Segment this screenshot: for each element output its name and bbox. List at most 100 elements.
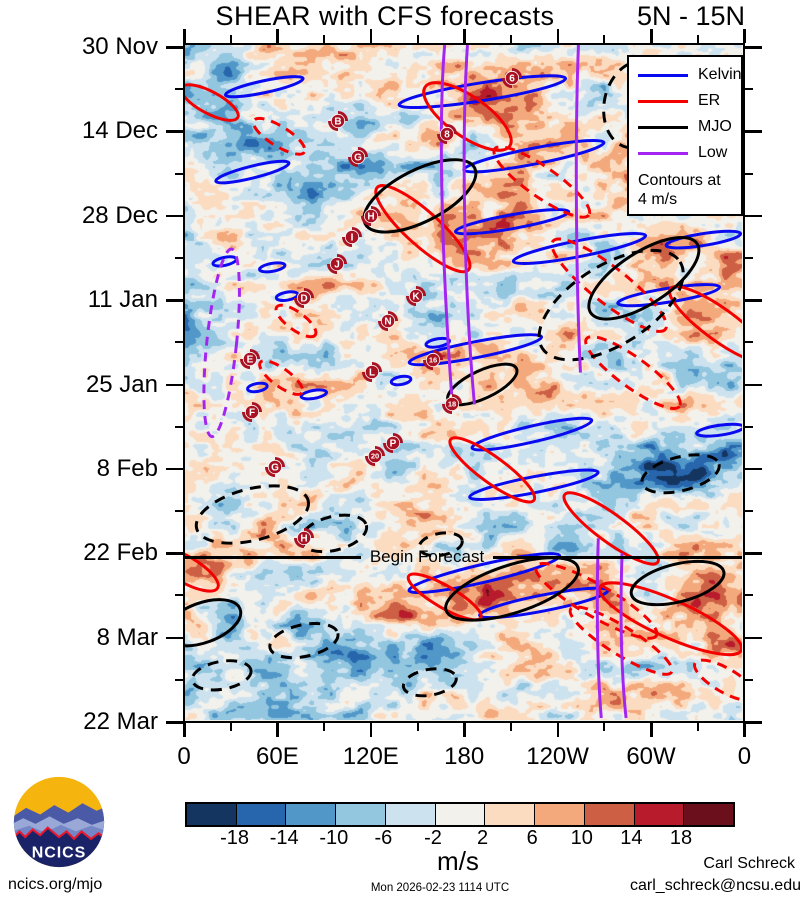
y-major-tick-right <box>745 636 762 640</box>
website-link-text[interactable]: ncics.org/mjo <box>8 876 103 893</box>
x-tick-label: 180 <box>444 743 485 770</box>
tropical-cyclone-icon: H <box>294 528 315 549</box>
er-contour <box>562 491 660 566</box>
storm-marker-B: B <box>327 108 349 134</box>
legend-item-kelvin: Kelvin <box>638 62 742 88</box>
mjo-contour-dashed <box>194 484 311 545</box>
storm-marker-F: F <box>241 399 263 425</box>
storm-marker-I: I <box>341 224 363 250</box>
x-tick-label: 60E <box>256 743 299 770</box>
svg-text:16: 16 <box>429 355 437 364</box>
y-tick-label: 8 Mar <box>96 623 158 651</box>
er-contour-dashed <box>492 145 592 219</box>
tropical-cyclone-icon: 18 <box>442 394 463 415</box>
x-major-tick-bottom <box>556 723 560 737</box>
x-minor-tick-top <box>603 35 606 43</box>
y-major-tick-right <box>745 299 762 302</box>
y-minor-tick-right <box>745 594 753 597</box>
legend-item-mjo: MJO <box>638 114 737 140</box>
mjo-contour <box>185 598 243 648</box>
kelvin-contour <box>470 416 594 452</box>
y-major-tick-right <box>745 467 762 471</box>
colorbar-tick-label: 6 <box>526 827 538 849</box>
svg-text:8: 8 <box>445 130 451 141</box>
y-minor-tick-left <box>175 425 183 428</box>
svg-text:20: 20 <box>371 452 379 461</box>
x-minor-tick-top <box>416 35 419 43</box>
mjo-contour-dashed <box>401 667 458 698</box>
storm-marker-P: P <box>382 430 404 456</box>
storm-marker-G: G <box>347 144 369 170</box>
latitude-band-label: 5N - 15N <box>636 1 745 31</box>
svg-text:J: J <box>334 259 340 270</box>
x-minor-tick-bottom <box>229 723 232 731</box>
svg-text:18: 18 <box>448 400 456 409</box>
x-major-tick-bottom <box>369 723 373 737</box>
mjo-contour-dashed <box>640 453 721 495</box>
low-contour-dashed <box>202 247 241 439</box>
tropical-cyclone-icon: 20 <box>365 446 386 467</box>
storm-marker-H: H <box>293 525 315 551</box>
legend-label-mjo: MJO <box>698 118 732 135</box>
author-email[interactable]: carl_schreck@ncsu.edu <box>630 877 801 894</box>
y-major-tick-right <box>745 46 762 49</box>
kelvin-contour <box>453 208 571 236</box>
low-contour <box>619 553 628 719</box>
x-minor-tick-top <box>696 35 699 43</box>
low-contour <box>595 538 603 719</box>
er-contour <box>185 83 240 122</box>
x-minor-tick-bottom <box>416 723 419 731</box>
tropical-cyclone-icon: P <box>383 433 404 454</box>
colorbar-segment <box>435 804 486 825</box>
x-major-tick-bottom <box>276 723 279 737</box>
colorbar-segment <box>385 804 436 825</box>
y-tick-label: 22 Mar <box>83 708 158 735</box>
kelvin-contour <box>664 229 742 250</box>
y-major-tick-right <box>745 130 762 133</box>
y-minor-tick-left <box>175 88 183 91</box>
storm-marker-E: E <box>239 346 261 372</box>
kelvin-contour <box>511 231 648 266</box>
colorbar-segment <box>584 804 635 825</box>
er-contour-dashed <box>584 335 682 410</box>
kelvin-contour <box>246 381 269 394</box>
kelvin-contour <box>389 374 413 387</box>
kelvin-contour <box>468 468 600 501</box>
er-contour-dashed <box>550 237 668 333</box>
y-major-tick-left <box>166 467 183 471</box>
x-minor-tick-bottom <box>509 723 512 731</box>
colorbar-segment <box>236 804 287 825</box>
y-major-tick-right <box>745 383 762 386</box>
storm-marker-J: J <box>326 251 348 277</box>
colorbar-tick-label: -10 <box>319 827 349 849</box>
y-minor-tick-right <box>745 88 753 91</box>
y-minor-tick-left <box>175 510 183 513</box>
ncics-logo: NCICS <box>13 776 105 868</box>
tropical-cyclone-icon: E <box>240 348 261 369</box>
y-major-tick-right <box>745 721 762 724</box>
storm-marker-G: G <box>264 454 286 480</box>
y-tick-label: 11 Jan <box>87 286 158 314</box>
x-tick-label: 120E <box>342 743 399 770</box>
tropical-cyclone-icon: L <box>362 362 383 383</box>
legend-label-kelvin: Kelvin <box>698 66 742 83</box>
x-major-tick-top <box>276 29 279 43</box>
y-major-tick-left <box>166 299 183 302</box>
colorbar-tick-label: 2 <box>477 827 489 849</box>
kelvin-contour <box>274 290 300 302</box>
y-tick-label: 28 Dec <box>81 201 158 229</box>
x-minor-tick-top <box>229 35 232 43</box>
storm-marker-N: N <box>377 308 399 334</box>
svg-text:H: H <box>367 212 374 223</box>
tropical-cyclone-icon: I <box>341 226 362 247</box>
svg-text:K: K <box>413 292 421 303</box>
x-minor-tick-top <box>509 35 512 43</box>
y-major-tick-left <box>166 130 183 133</box>
storm-marker-D: D <box>293 285 315 311</box>
er-contour <box>406 572 483 622</box>
svg-text:6: 6 <box>509 74 515 85</box>
colorbar-segment <box>485 804 536 825</box>
tropical-cyclone-icon: B <box>327 111 348 132</box>
er-contour-dashed <box>534 562 659 640</box>
legend-line-sample-er <box>638 99 688 103</box>
